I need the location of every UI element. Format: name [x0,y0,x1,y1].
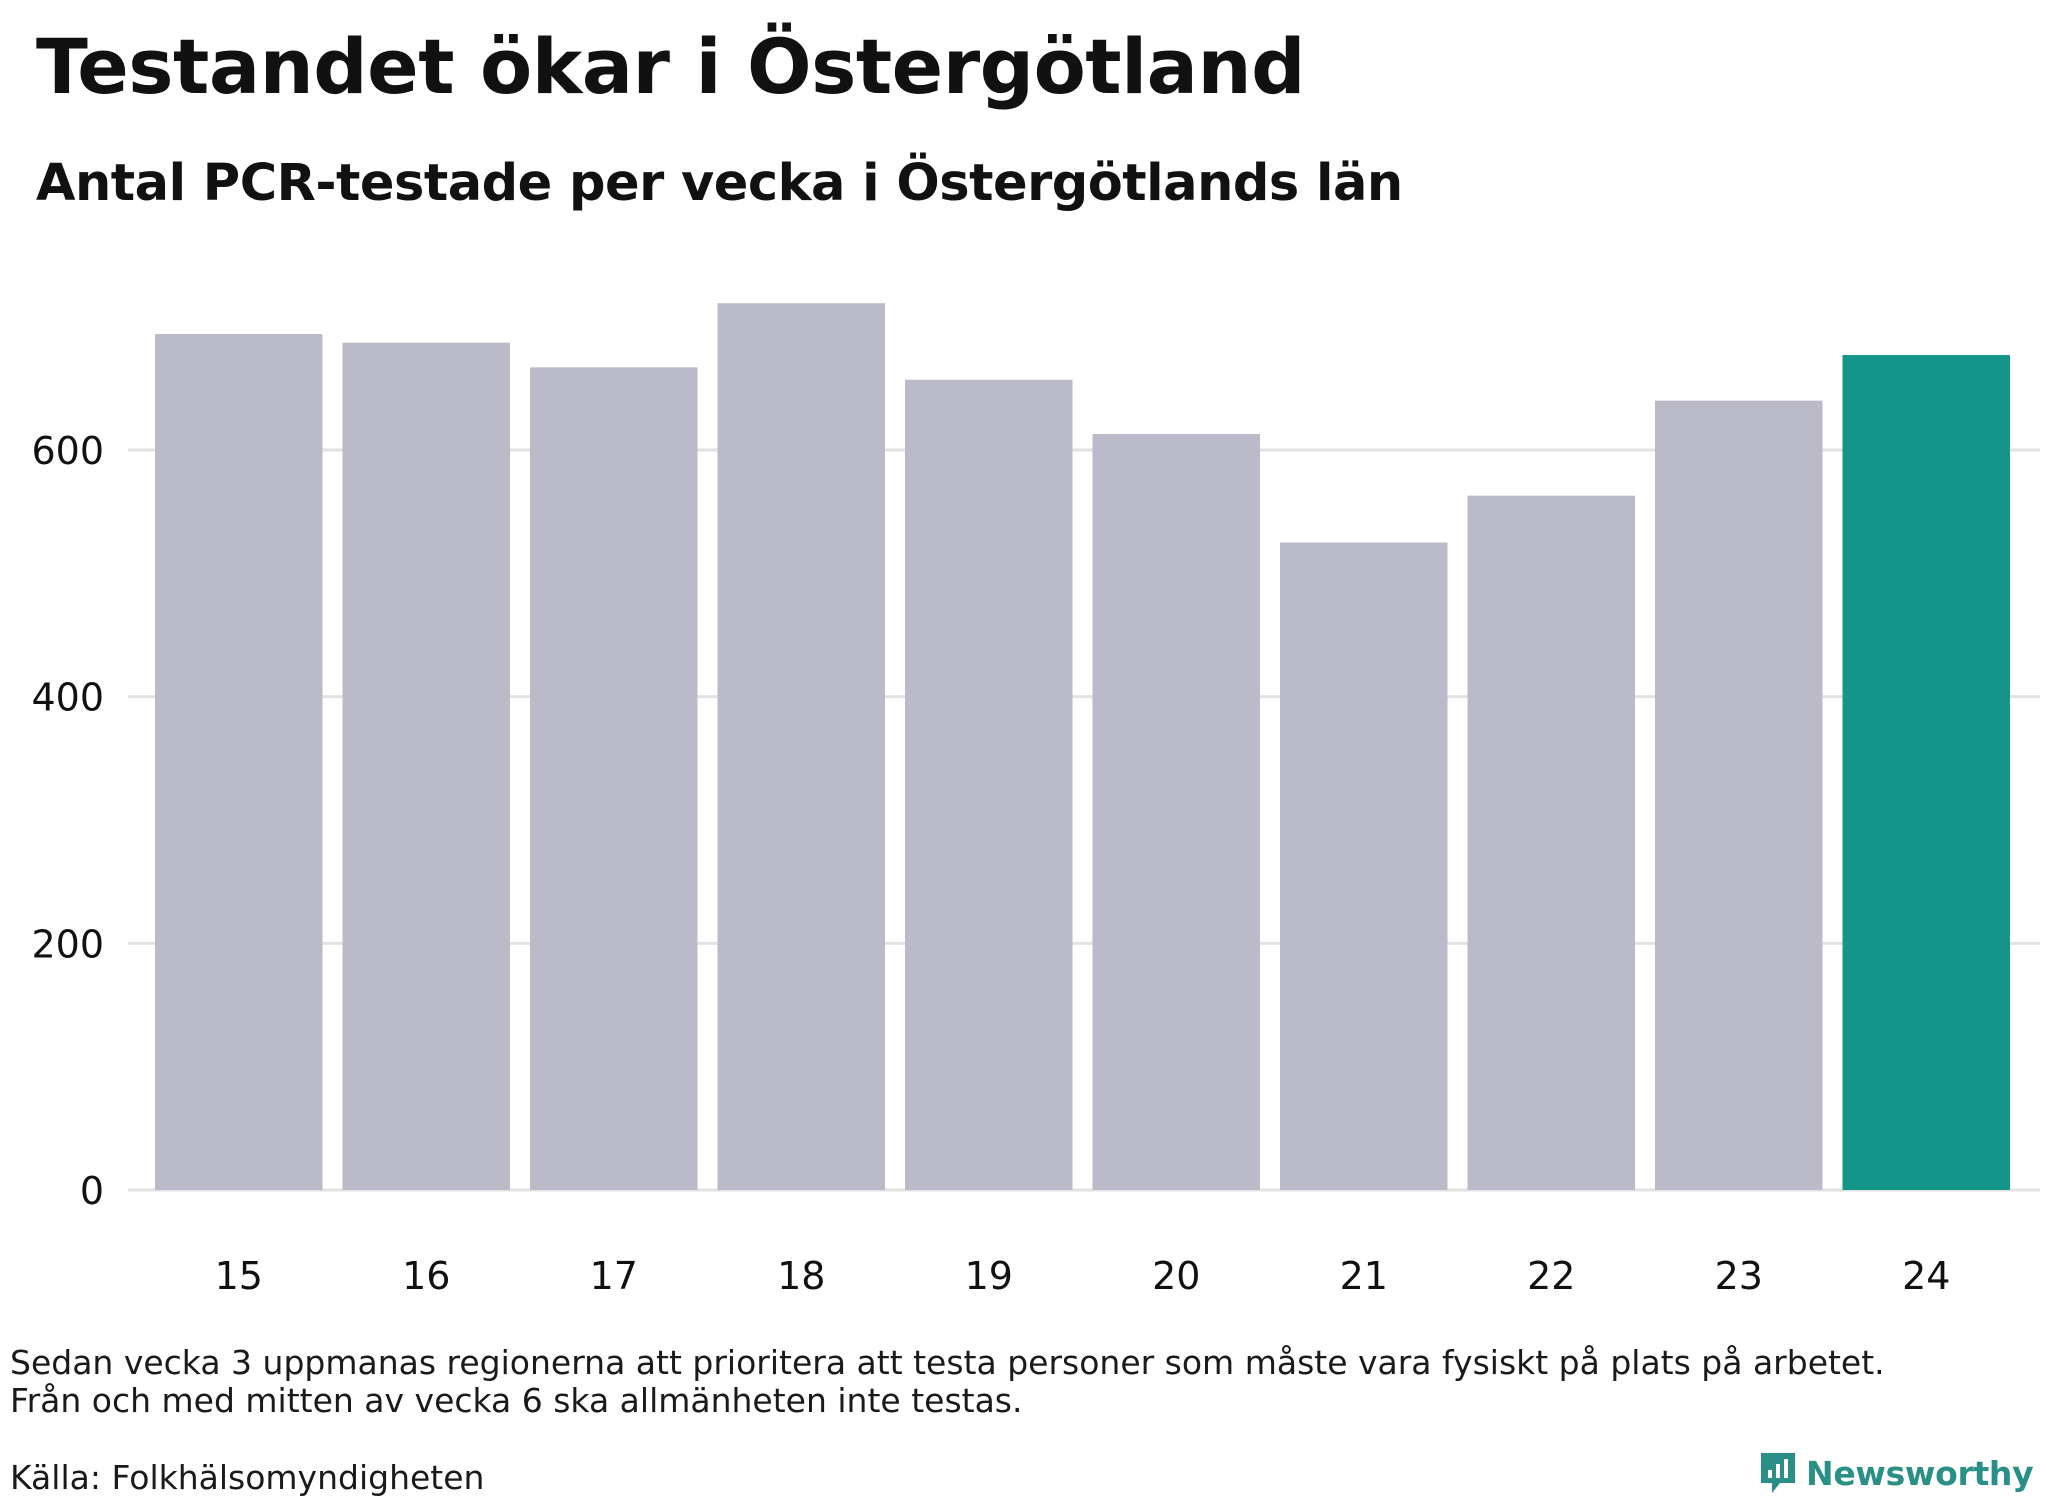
y-tick-label: 400 [31,676,104,720]
bar-week-20 [1092,433,1260,1190]
bar-week-21 [1280,542,1448,1190]
bar-week-24 [1842,355,2010,1190]
bar-week-15 [155,334,323,1191]
x-axis-ticks: 15 16 17 18 19 20 21 22 23 24 [215,1254,1951,1298]
y-tick-label: 600 [31,429,104,473]
x-tick-label: 23 [1715,1254,1763,1298]
bar-week-16 [342,342,510,1190]
bar-week-17 [530,367,698,1190]
bars [155,303,2010,1191]
newsworthy-logo-icon [1761,1453,1795,1493]
bar-week-22 [1467,495,1635,1191]
bar-week-18 [717,303,885,1190]
x-tick-label: 15 [215,1254,263,1298]
x-tick-label: 22 [1527,1254,1575,1298]
x-tick-label: 17 [590,1254,638,1298]
y-tick-label: 200 [31,922,104,966]
y-tick-label: 0 [80,1169,104,1213]
x-tick-label: 20 [1152,1254,1200,1298]
brand-name: Newsworthy [1806,1453,2034,1493]
bar-week-19 [905,379,1073,1190]
source-label: Källa: Folkhälsomyndigheten [10,1458,485,1497]
bar-week-23 [1655,400,1823,1191]
chart-title: Testandet ökar i Östergötland [36,22,1305,111]
y-axis-ticks: 0 200 400 600 [31,429,104,1213]
x-tick-label: 21 [1340,1254,1388,1298]
x-tick-label: 19 [965,1254,1013,1298]
x-tick-label: 16 [402,1254,450,1298]
footnote-line-2: Från och med mitten av vecka 6 ska allmä… [10,1381,1023,1420]
x-tick-label: 18 [777,1254,825,1298]
brand-logo: Newsworthy [1758,1450,2034,1496]
bar-chart: 0 200 400 600 15 16 17 18 19 20 21 22 23 24 [31,303,2040,1298]
x-tick-label: 24 [1902,1254,1950,1298]
footnote-line-1: Sedan vecka 3 uppmanas regionerna att pr… [10,1343,1885,1382]
chart-subtitle: Antal PCR-testade per vecka i Östergötla… [36,154,1403,213]
